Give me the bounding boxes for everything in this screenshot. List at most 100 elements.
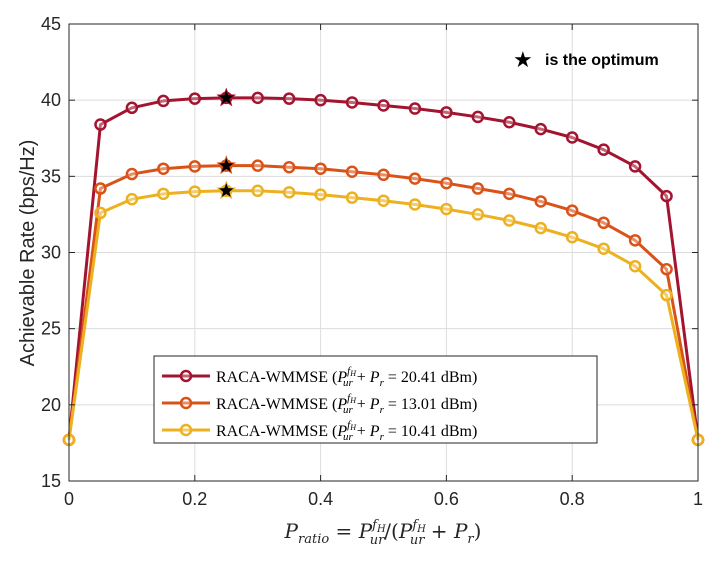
data-point [503,187,516,201]
legend-label: RACA-WMMSE (PfH ur + Pr = 13.01 dBm) [216,392,477,416]
x-tick-label: 0.8 [560,489,585,509]
y-tick-label: 25 [41,319,61,339]
x-tick-label: 0.6 [434,489,459,509]
x-label-p: P [284,519,299,543]
optimum-annotation-star-icon: ★ [513,48,533,73]
y-tick-label: 20 [41,395,61,415]
legend-label-part: P [336,369,347,386]
x-label-ur2: ur [410,533,425,548]
series-line [67,164,700,441]
data-point [314,93,327,107]
x-tick-label: 0 [64,489,74,509]
data-point [125,101,139,115]
x-label-close: ) [474,519,482,543]
data-point [565,231,579,244]
data-point [440,176,453,190]
legend-label-part: r [380,431,385,443]
x-label-ratio: ratio [298,532,329,547]
series-layer [62,87,705,447]
data-point [94,182,107,195]
data-point [188,185,202,198]
legend-label-part: P [369,369,380,386]
legend-marker [179,369,193,383]
legend-label-part: P [369,423,380,440]
data-point [251,91,264,105]
legend-marker [179,423,193,437]
data-point [660,189,673,203]
y-tick-label: 30 [41,243,61,263]
optimum-star-icon [216,87,237,107]
data-point [534,122,547,136]
x-label-r: r [467,532,474,547]
data-point [597,216,610,230]
x-label-fhsub: H [376,524,386,535]
legend-label-part: r [380,377,385,389]
x-label-p2: P [358,519,373,543]
y-tick-label: 15 [41,471,61,491]
series-1 [62,87,705,447]
data-point [125,192,139,206]
x-axis-label: Pratio = PfH ur/(PfH ur + Pr) [284,518,482,548]
legend-label: RACA-WMMSE (PfH ur + Pr = 20.41 dBm) [216,365,477,389]
data-point [440,106,453,119]
data-point [628,259,642,273]
legend-label-part: ur [343,404,354,416]
legend-label-part: = 13.01 dBm) [384,396,477,413]
legend-box [153,355,598,444]
legend-label-part: RACA-WMMSE ( [216,396,337,413]
data-point [94,206,107,220]
data-point [282,186,296,199]
legend-item-1: RACA-WMMSE (PfH ur + Pr = 20.41 dBm) [162,365,477,389]
data-point [377,99,390,112]
data-point [125,167,139,181]
series-line [67,96,700,441]
y-tick-label: 45 [41,14,61,34]
legend-label-part: = 10.41 dBm) [384,423,477,440]
data-point [471,182,485,195]
legend-label-part: r [380,404,385,416]
legend-items: RACA-WMMSE (PfH ur + Pr = 20.41 dBm)RACA-… [162,365,477,443]
data-point [408,172,422,185]
data-point [628,160,642,173]
data-point [377,194,390,207]
data-point [597,242,610,255]
x-label-fh2: f [411,518,419,533]
x-tick-label: 0.4 [308,489,333,509]
x-label-p3: P [398,519,413,543]
data-point [345,165,359,179]
series-line [67,189,700,441]
legend-item-3: RACA-WMMSE (PfH ur + Pr = 10.41 dBm) [162,419,477,443]
legend-label-part: f [347,419,352,431]
data-point [157,94,170,108]
data-point [565,131,579,144]
legend-label-part: RACA-WMMSE ( [216,369,337,386]
x-tick-label: 1 [693,489,703,509]
data-point [408,102,422,115]
x-label-fhsub2: H [416,524,426,535]
data-point [377,168,390,182]
x-label-slash: /( [384,519,399,543]
series-2 [62,155,705,447]
legend-label-part: + [353,369,370,386]
data-point [440,202,453,216]
legend: RACA-WMMSE (PfH ur + Pr = 20.41 dBm)RACA-… [153,355,598,444]
legend-label-part: P [336,396,347,413]
x-label-eq: = [329,519,358,543]
data-point [345,191,359,204]
legend-label-part: ur [343,431,354,443]
data-point [282,160,296,174]
data-point [251,159,264,172]
data-point [628,234,642,247]
data-point [471,110,485,124]
legend-label-part: ur [343,377,354,389]
data-point [660,263,673,276]
data-point [534,195,547,208]
x-label-plus: + [424,519,453,543]
x-label-fh: f [371,518,379,533]
y-tick-label: 35 [41,166,61,186]
legend-label-part: + [353,423,370,440]
legend-marker [179,396,193,410]
y-tick-label: 40 [41,90,61,110]
data-point [534,221,547,235]
